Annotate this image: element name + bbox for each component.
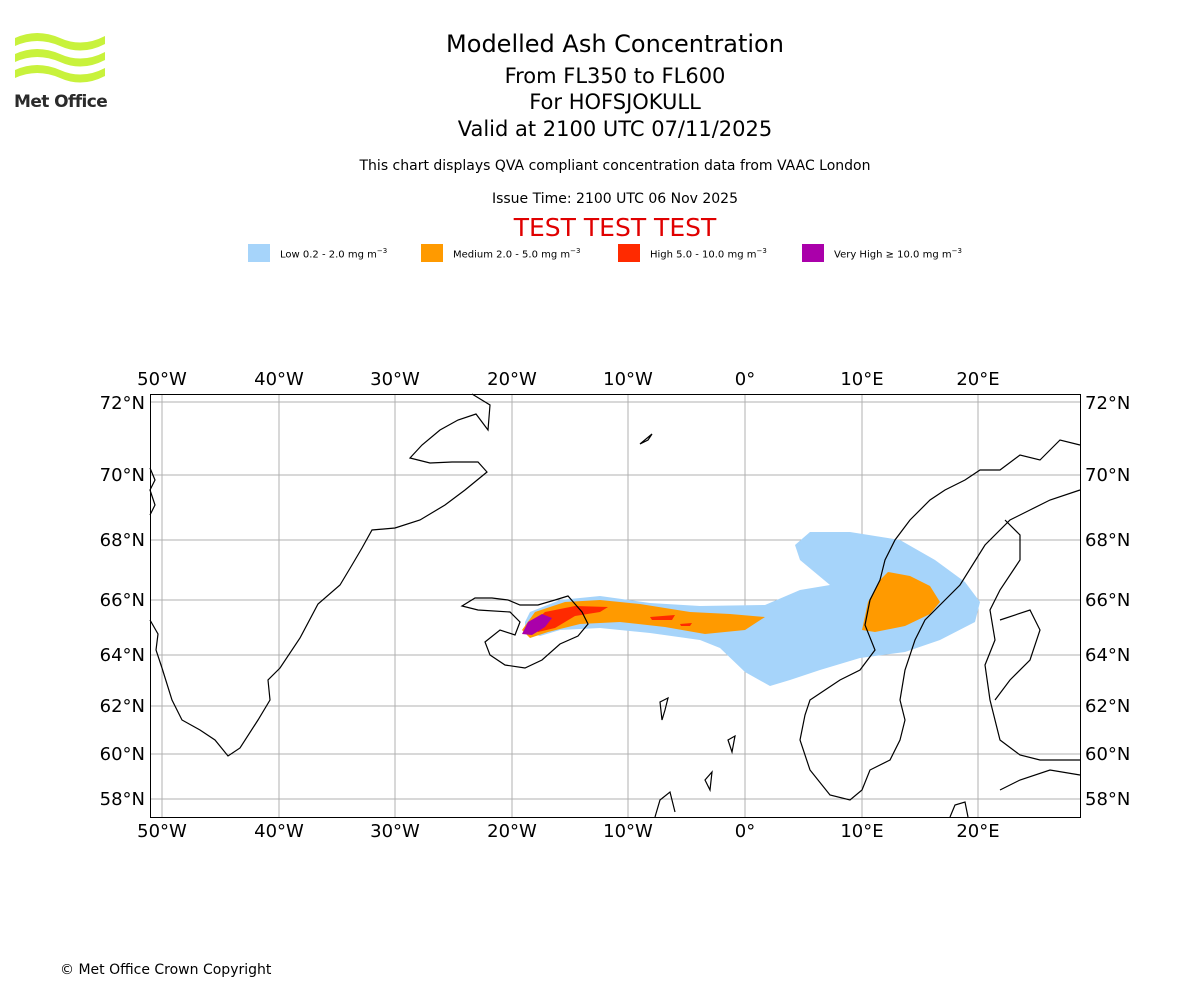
lat-label: 60°N xyxy=(1085,744,1130,765)
sweden-finland-coastline xyxy=(984,519,1080,761)
chart-description: This chart displays QVA compliant concen… xyxy=(359,158,871,174)
lon-label: 20°E xyxy=(956,369,999,390)
lon-label: 50°W xyxy=(137,821,187,840)
volcano-name: For HOFSJOKULL xyxy=(529,90,701,114)
top-lon-labels: 50°W 40°W 30°W 20°W 10°W 0° 10°E 20°E xyxy=(137,369,999,390)
lon-label: 40°W xyxy=(254,369,304,390)
ash-plume-high xyxy=(530,606,608,632)
ash-plume-low xyxy=(525,532,980,686)
lon-label: 10°E xyxy=(840,369,883,390)
ash-plume-very-high xyxy=(522,614,552,635)
ash-concentration-map: 50°W 40°W 30°W 20°W 10°W 0° 10°E 20°E 50… xyxy=(100,369,1131,840)
lon-label: 20°W xyxy=(487,369,537,390)
lat-label: 72°N xyxy=(100,393,145,414)
ash-plume-medium xyxy=(862,572,940,632)
greenland-coastline xyxy=(149,393,491,757)
left-lat-labels: 72°N 70°N 68°N 66°N 64°N 62°N 60°N 58°N xyxy=(100,393,145,810)
lat-label: 72°N xyxy=(1085,393,1130,414)
lon-label: 20°W xyxy=(487,821,537,840)
denmark-coastline xyxy=(949,801,969,818)
lat-label: 64°N xyxy=(100,645,145,666)
lon-label: 10°W xyxy=(603,369,653,390)
lat-label: 66°N xyxy=(100,590,145,611)
legend-swatch-very-high xyxy=(802,244,824,262)
map-frame xyxy=(150,394,1081,818)
orkney-coastline xyxy=(727,734,736,755)
lat-label: 70°N xyxy=(100,465,145,486)
baltic-coastline xyxy=(999,769,1081,791)
logo-text: Met Office xyxy=(14,92,108,112)
copyright-notice: © Met Office Crown Copyright xyxy=(60,962,272,978)
faroe-islands-coastline xyxy=(659,696,669,721)
lon-label: 30°W xyxy=(370,369,420,390)
lat-label: 64°N xyxy=(1085,645,1130,666)
legend-swatch-low xyxy=(248,244,270,262)
coastlines xyxy=(149,393,1081,818)
lon-label: 30°W xyxy=(370,821,420,840)
jan-mayen-coastline xyxy=(639,433,653,445)
legend-swatch-medium xyxy=(421,244,443,262)
right-lat-labels: 72°N 70°N 68°N 66°N 64°N 62°N 60°N 58°N xyxy=(1085,393,1130,810)
legend-label-medium: Medium 2.0 - 5.0 mg m xyxy=(453,249,571,261)
legend-label-low: Low 0.2 - 2.0 mg m xyxy=(280,249,377,261)
lon-label: 50°W xyxy=(137,369,187,390)
lat-label: 58°N xyxy=(100,789,145,810)
lat-label: 60°N xyxy=(100,744,145,765)
shetland-coastline xyxy=(704,770,713,793)
met-office-logo-icon xyxy=(15,33,105,83)
ash-plume-high xyxy=(680,623,692,626)
lon-label: 10°E xyxy=(840,821,883,840)
lon-label: 0° xyxy=(735,821,755,840)
iceland-coastline xyxy=(460,595,589,669)
lat-label: 58°N xyxy=(1085,789,1130,810)
legend-label-very-high: Very High ≥ 10.0 mg m xyxy=(834,249,952,261)
scandinavia-coastline xyxy=(799,439,1081,801)
lat-label: 70°N xyxy=(1085,465,1130,486)
chart-title: Modelled Ash Concentration xyxy=(446,30,784,58)
lon-label: 0° xyxy=(735,369,755,390)
legend-swatch-high xyxy=(618,244,640,262)
issue-time: Issue Time: 2100 UTC 06 Nov 2025 xyxy=(491,191,739,207)
lat-label: 62°N xyxy=(100,696,145,717)
valid-time: Valid at 2100 UTC 07/11/2025 xyxy=(457,117,773,141)
scotland-coastline xyxy=(654,790,676,818)
legend-label-high: High 5.0 - 10.0 mg m xyxy=(650,249,757,261)
lat-label: 62°N xyxy=(1085,696,1130,717)
test-banner: TEST TEST TEST xyxy=(513,213,717,242)
flight-level-range: From FL350 to FL600 xyxy=(504,64,726,88)
lat-label: 68°N xyxy=(1085,530,1130,551)
gulf-of-bothnia-coastline xyxy=(994,609,1041,701)
graticule xyxy=(150,394,1080,817)
lon-label: 10°W xyxy=(603,821,653,840)
lat-label: 66°N xyxy=(1085,590,1130,611)
bottom-lon-labels: 50°W 40°W 30°W 20°W 10°W 0° 10°E 20°E xyxy=(137,821,999,840)
lon-label: 40°W xyxy=(254,821,304,840)
lat-label: 68°N xyxy=(100,530,145,551)
ash-plume-high xyxy=(650,615,675,620)
lon-label: 20°E xyxy=(956,821,999,840)
